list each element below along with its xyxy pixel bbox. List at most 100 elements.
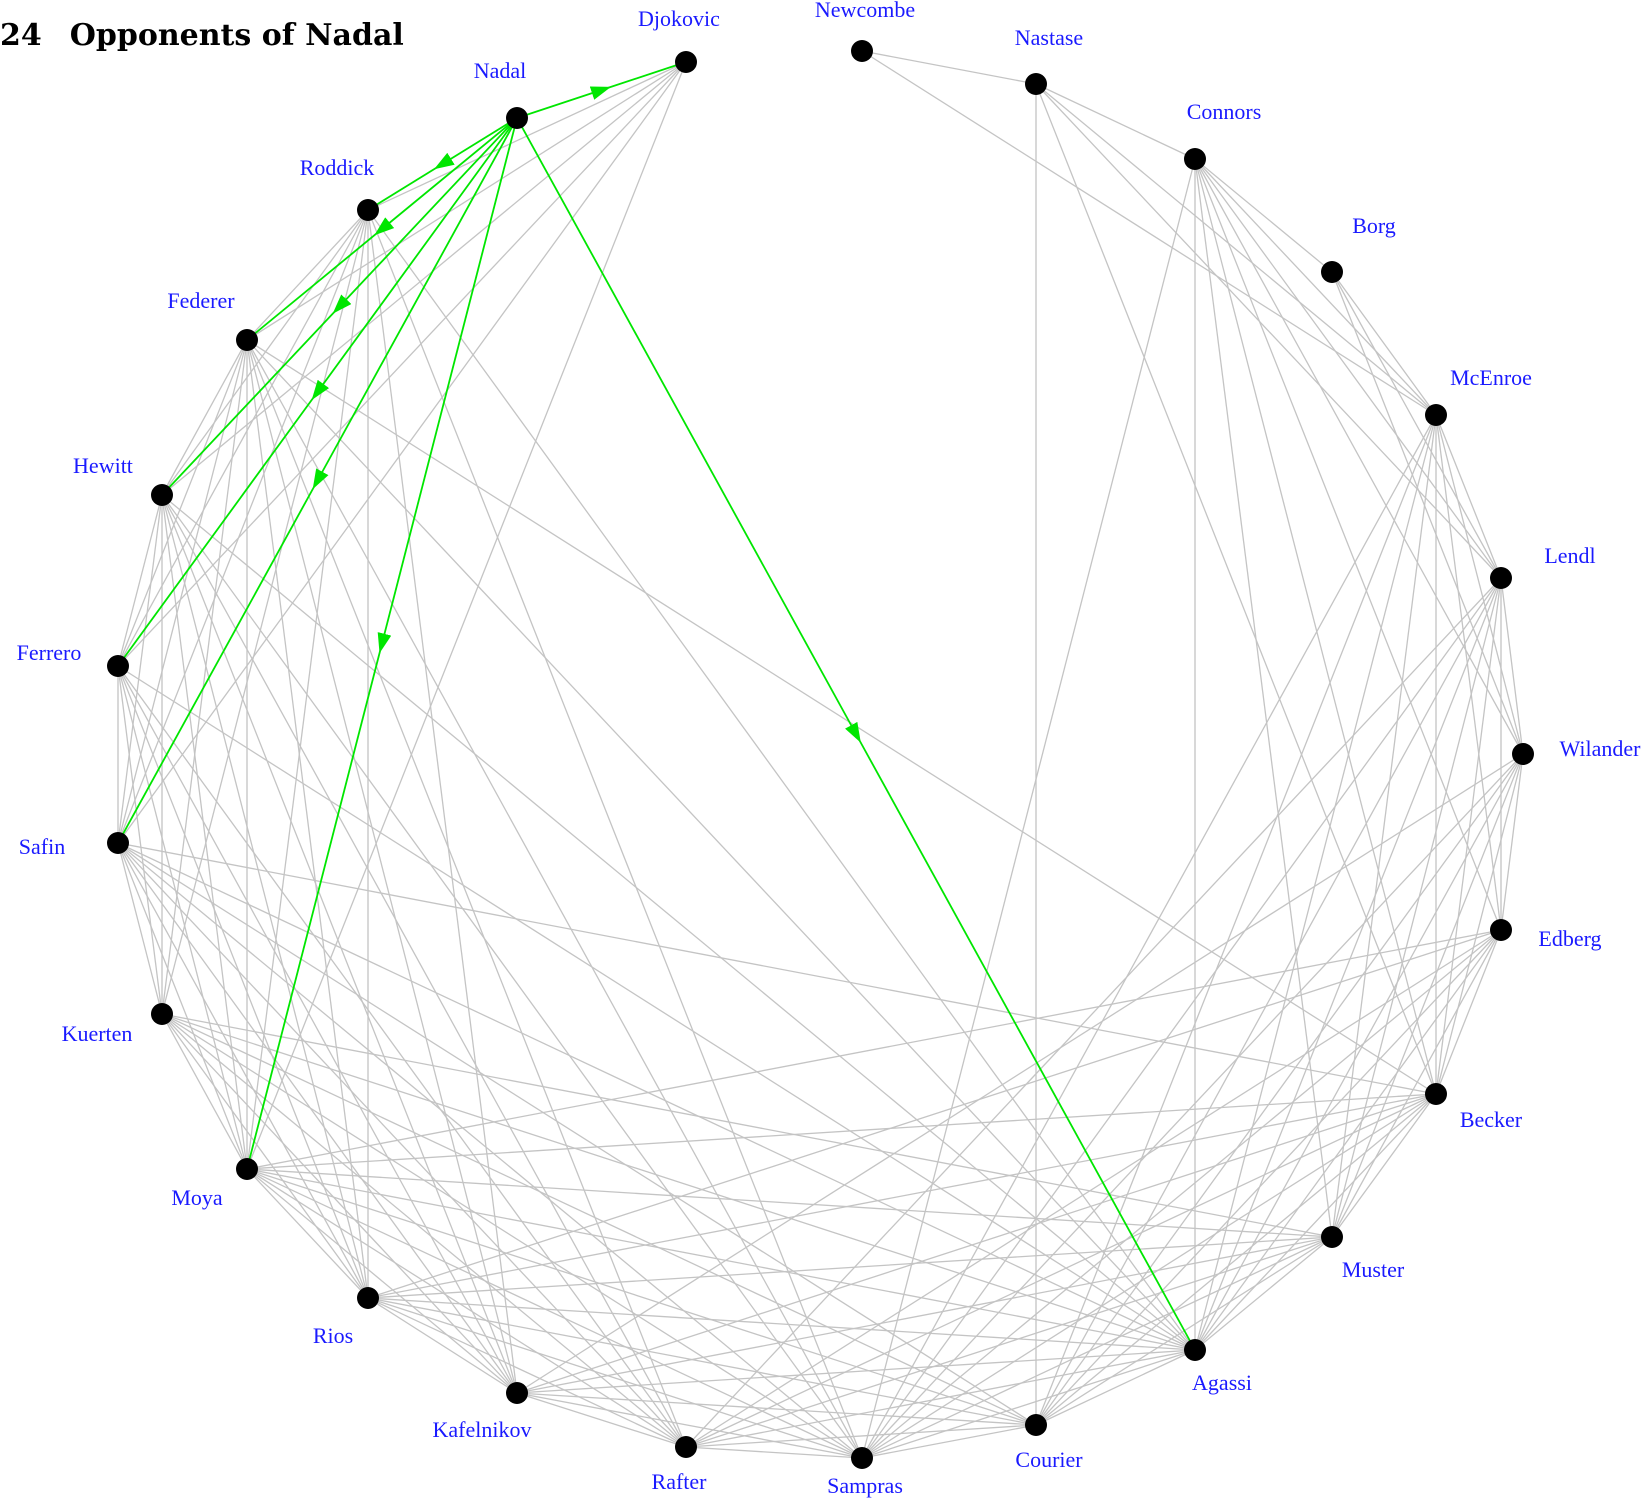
edge-sampras-hewitt [161, 494, 863, 1459]
edge-kafelnikov-kuerten [161, 1013, 518, 1394]
label-ferrero: Ferrero [17, 640, 82, 665]
edge-wilander-muster [1331, 753, 1524, 1238]
edge-becker-safin [117, 842, 1437, 1095]
edge-kuerten-ferrero [117, 665, 163, 1015]
edge-nastase-becker [1035, 83, 1437, 1095]
label-kafelnikov: Kafelnikov [433, 1417, 532, 1442]
edge-courier-sampras [861, 1424, 1037, 1459]
node-ferrero [107, 655, 129, 677]
highlight-edge-nadal-agassi [516, 117, 1196, 1351]
node-newcombe [851, 40, 873, 62]
label-nadal: Nadal [474, 58, 527, 83]
edge-agassi-sampras [861, 1349, 1196, 1459]
edge-agassi-rafter [685, 1349, 1196, 1448]
node-edberg [1490, 919, 1512, 941]
edge-rafter-federer [246, 339, 687, 1448]
edge-kuerten-roddick [161, 209, 369, 1015]
edge-safin-hewitt [117, 494, 163, 844]
edge-connors-borg [1194, 158, 1333, 273]
edge-djokovic-hewitt [161, 61, 687, 496]
node-safin [107, 832, 129, 854]
edge-moya-roddick [246, 209, 369, 1170]
highlight-edge-nadal-moya [246, 117, 518, 1170]
edge-moya-kuerten [161, 1013, 248, 1170]
edge-moya-hewitt [161, 494, 248, 1170]
highlight-edge-nadal-federer [246, 117, 518, 341]
edge-courier-moya [246, 1168, 1037, 1426]
highlight-edge-nadal-djokovic [516, 61, 687, 119]
edge-sampras-kuerten [161, 1013, 863, 1459]
label-newcombe: Newcombe [815, 0, 915, 22]
edge-borg-mcenroe [1331, 271, 1437, 416]
node-mcenroe [1425, 404, 1447, 426]
edge-becker-agassi [1194, 1093, 1437, 1351]
edge-connors-wilander [1194, 158, 1524, 755]
edge-becker-kafelnikov [516, 1093, 1437, 1394]
edge-mcenroe-courier [1035, 414, 1437, 1426]
edge-newcombe-mcenroe [861, 50, 1437, 416]
section-title: 24 Opponents of Nadal [0, 18, 404, 53]
edge-sampras-safin [117, 842, 863, 1459]
edge-hewitt-federer [161, 339, 248, 496]
edge-lendl-sampras [861, 577, 1502, 1459]
node-connors [1184, 148, 1206, 170]
edge-agassi-courier [1035, 1349, 1196, 1426]
label-connors: Connors [1187, 99, 1262, 124]
labels-layer: Nadal Djokovic Newcombe Nastase Connors Borg M… [17, 0, 1642, 1498]
node-djokovic [675, 51, 697, 73]
edge-sampras-rafter [685, 1446, 863, 1459]
edge-muster-moya [246, 1168, 1333, 1238]
edge-ferrero-hewitt [117, 494, 163, 667]
edge-edberg-courier [1035, 929, 1502, 1426]
edge-hewitt-roddick [161, 209, 369, 496]
edge-borg-lendl [1331, 271, 1502, 579]
label-hewitt: Hewitt [73, 453, 133, 478]
edge-wilander-edberg [1500, 753, 1524, 931]
edge-djokovic-ferrero [117, 61, 687, 667]
edge-muster-agassi [1194, 1236, 1333, 1351]
edge-becker-moya [246, 1093, 1437, 1170]
edge-wilander-courier [1035, 753, 1524, 1426]
node-nadal [506, 107, 528, 129]
node-hewitt [151, 484, 173, 506]
edge-connors-mcenroe [1194, 158, 1437, 416]
label-agassi: Agassi [1192, 1370, 1252, 1395]
node-becker [1425, 1083, 1447, 1105]
edge-edberg-agassi [1194, 929, 1502, 1351]
edge-edberg-sampras [861, 929, 1502, 1459]
edge-becker-sampras [861, 1093, 1437, 1459]
edge-rafter-ferrero [117, 665, 687, 1448]
label-rios: Rios [313, 1323, 353, 1348]
edge-newcombe-nastase [861, 50, 1037, 85]
label-rafter: Rafter [652, 1469, 708, 1494]
nodes-layer [107, 40, 1534, 1469]
highlight-edge-nadal-ferrero [117, 117, 518, 667]
edge-mcenroe-edberg [1435, 414, 1502, 931]
node-moya [236, 1158, 258, 1180]
label-sampras: Sampras [827, 1473, 903, 1498]
section-number: 24 [0, 18, 42, 53]
edge-mcenroe-lendl [1435, 414, 1502, 579]
label-federer: Federer [167, 288, 235, 313]
edge-rafter-hewitt [161, 494, 687, 1448]
edge-rios-moya [246, 1168, 369, 1299]
edge-courier-rios [367, 1297, 1037, 1426]
edge-connors-becker [1194, 158, 1437, 1095]
edge-courier-rafter [685, 1424, 1037, 1448]
edge-becker-federer [246, 339, 1437, 1095]
edge-moya-ferrero [117, 665, 248, 1170]
edge-wilander-kafelnikov [516, 753, 1524, 1394]
edge-rafter-safin [117, 842, 687, 1448]
edge-courier-safin [117, 842, 1037, 1426]
node-lendl [1490, 567, 1512, 589]
edge-rios-kuerten [161, 1013, 369, 1299]
edge-lendl-courier [1035, 577, 1502, 1426]
edge-safin-federer [117, 339, 248, 844]
node-rafter [675, 1436, 697, 1458]
node-kafelnikov [506, 1382, 528, 1404]
label-borg: Borg [1352, 213, 1396, 238]
label-edberg: Edberg [1538, 926, 1601, 951]
edge-ferrero-federer [117, 339, 248, 667]
node-muster [1321, 1226, 1343, 1248]
